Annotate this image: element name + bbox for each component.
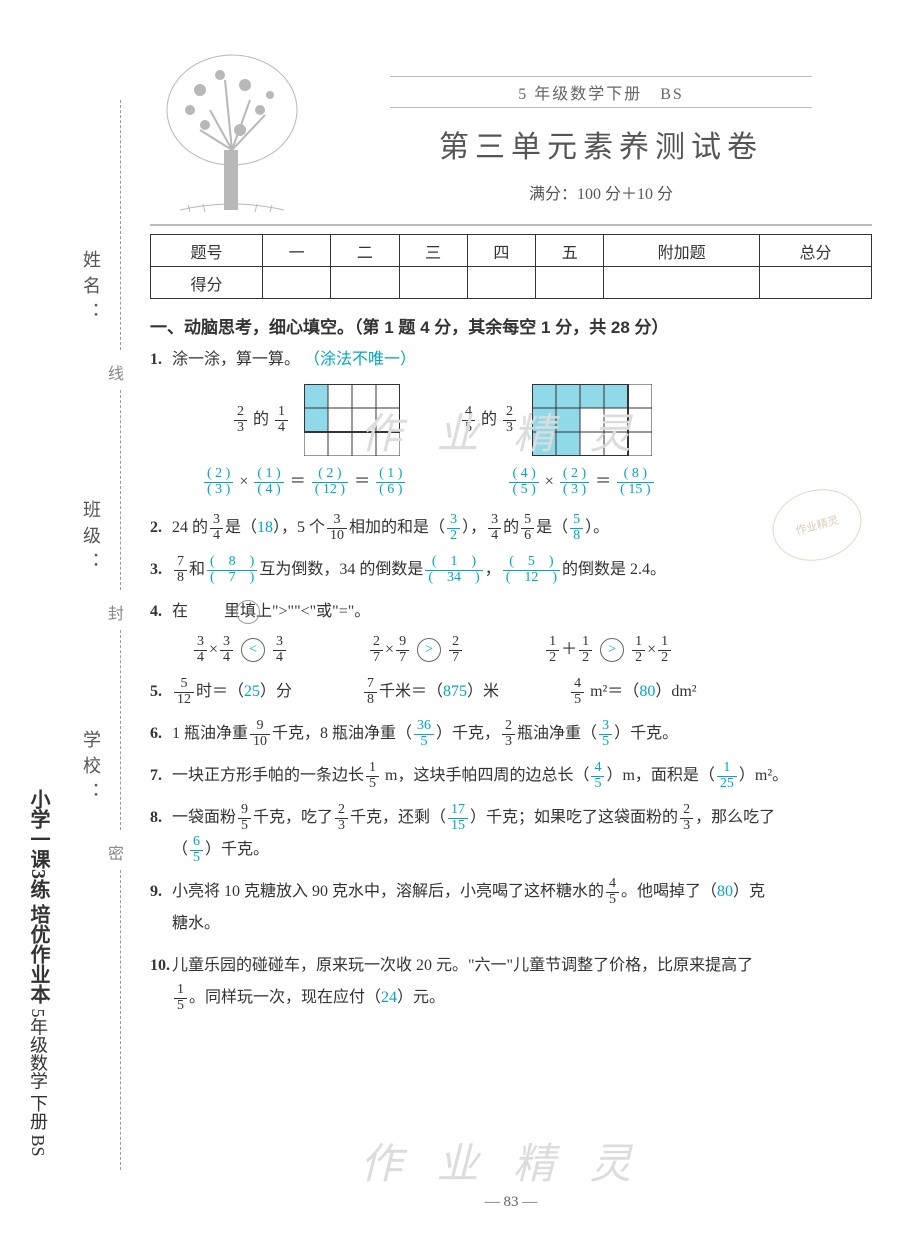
label-school: 学校：: [78, 730, 104, 808]
q1-eq-right: ( 4 )( 5 ) × ( 2 )( 3 ) ＝ ( 8 )( 15 ): [507, 466, 655, 498]
q10: 10. 儿童乐园的碰碰车，原来玩一次收 20 元。"六一"儿童节调整了价格，比原…: [172, 950, 872, 1014]
q1: 1. 涂一涂，算一算。 （涂法不唯一） 23 的 14: [172, 344, 872, 498]
seal-xian: 线: [108, 360, 124, 384]
binding-text: 小学一课3练 培优作业本 5年级数学 下册 BS: [20, 789, 56, 1157]
section-a-head: 一、动脑思考，细心填空。（第 1 题 4 分，其余每空 1 分，共 28 分）: [150, 313, 872, 338]
th: 总分: [759, 235, 871, 267]
th: 一: [262, 235, 330, 267]
table-row: 题号 一 二 三 四 五 附加题 总分: [151, 235, 872, 267]
table-row: 得分: [151, 267, 872, 299]
score-table: 题号 一 二 三 四 五 附加题 总分 得分: [150, 234, 872, 299]
th: 二: [331, 235, 399, 267]
q1-note: （涂法不唯一）: [304, 351, 416, 368]
dash-2: [120, 390, 121, 590]
q6: 6. 1 瓶油净重910千克，8 瓶油净重（365）千克，23瓶油净重（35）千…: [172, 718, 872, 750]
label-name: 姓名：: [78, 250, 104, 328]
td-label: 得分: [151, 267, 263, 299]
seal-mi: 密: [108, 840, 124, 864]
th: 五: [536, 235, 604, 267]
label-class: 班级：: [78, 500, 104, 578]
th: 四: [467, 235, 535, 267]
tree-icon: [150, 40, 310, 220]
page-title: 第三单元素养测试卷: [330, 122, 872, 166]
q8: 8. 一袋面粉95千克，吃了23千克，还剩（1715）千克；如果吃了这袋面粉的2…: [172, 802, 872, 866]
grid-left: [304, 384, 400, 456]
q5: 5. 512时＝（25）分 78千米＝（875）米 45 m²＝（80）dm²: [172, 676, 872, 708]
seal-feng: 封: [108, 600, 124, 624]
dash-3: [120, 630, 121, 830]
th: 三: [399, 235, 467, 267]
q9: 9. 小亮将 10 克糖放入 90 克水中，溶解后，小亮喝了这杯糖水的45。他喝…: [172, 876, 872, 940]
subtitle: 满分：100 分＋10 分: [330, 180, 872, 204]
th: 附加题: [604, 235, 760, 267]
q1-text: 涂一涂，算一算。: [172, 351, 300, 368]
page-content: 5 年级数学下册 BS 第三单元素养测试卷 满分：100 分＋10 分 题号 一…: [150, 40, 872, 1217]
q2: 2. 24 的34是（18），5 个310相加的和是（32），34的56是（58…: [172, 512, 872, 544]
q3: 3. 78和( 8 )( 7 )互为倒数，34 的倒数是( 1 )( 34 )，…: [172, 554, 872, 586]
page-number: — 83 —: [485, 1194, 538, 1211]
book-info: 5 年级数学下册 BS: [518, 86, 684, 103]
grid-right: [532, 384, 652, 456]
th: 题号: [151, 235, 263, 267]
header: 5 年级数学下册 BS 第三单元素养测试卷 满分：100 分＋10 分: [150, 40, 872, 226]
q7: 7. 一块正方形手帕的一条边长15 m，这块手帕四周的边总长（45）m，面积是（…: [172, 760, 872, 792]
binding-line1: 小学一课3练 培优作业本: [27, 789, 49, 1004]
dash-1: [120, 100, 121, 350]
q4: 4. 在 里填上">""<"或"="。 34×34 < 34 27×97 > 2…: [172, 596, 872, 666]
q1-eq-left: ( 2 )( 3 ) × ( 1 )( 4 ) ＝ ( 2 )( 12 ) ＝ …: [202, 466, 407, 498]
binding-line2: 5年级数学 下册 BS: [28, 1009, 48, 1157]
dash-4: [120, 870, 121, 1170]
